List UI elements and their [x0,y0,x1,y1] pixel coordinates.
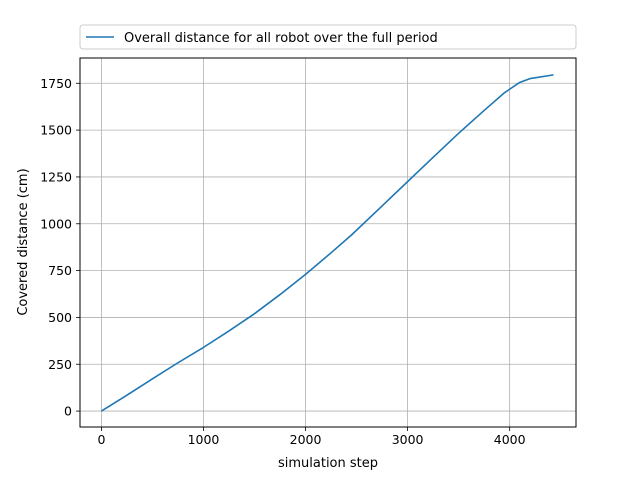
series-line [101,74,554,412]
y-tick-label: 1250 [40,169,72,184]
y-tick-label: 250 [48,357,72,372]
grid [80,58,576,427]
legend-label: Overall distance for all robot over the … [124,31,438,46]
x-tick-label: 2000 [290,432,322,447]
x-tick-label: 3000 [392,432,424,447]
x-tick-label: 0 [97,432,105,447]
plot-area [79,57,577,428]
x-tick-label: 4000 [494,432,526,447]
y-tick-label: 500 [48,310,72,325]
axis-ticks: 0 1000 2000 3000 4000 0 250 500 750 1000 1250 1500 1… [40,76,525,447]
y-tick-label: 1750 [40,76,72,91]
legend: Overall distance for all robot over the … [79,24,577,50]
x-axis-label: simulation step [278,456,378,471]
y-tick-label: 750 [48,263,72,278]
y-tick-label: 1500 [40,123,72,138]
x-tick-label: 1000 [188,432,220,447]
series-layer [101,74,554,412]
y-axis-label: Covered distance (cm) [16,168,31,315]
y-tick-label: 1000 [40,216,72,231]
legend-box [79,24,577,50]
y-tick-label: 0 [64,404,72,419]
